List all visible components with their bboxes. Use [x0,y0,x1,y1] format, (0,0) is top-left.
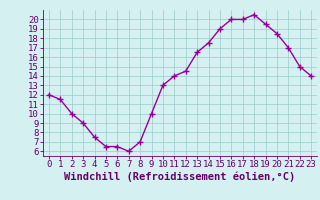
X-axis label: Windchill (Refroidissement éolien,°C): Windchill (Refroidissement éolien,°C) [64,172,296,182]
